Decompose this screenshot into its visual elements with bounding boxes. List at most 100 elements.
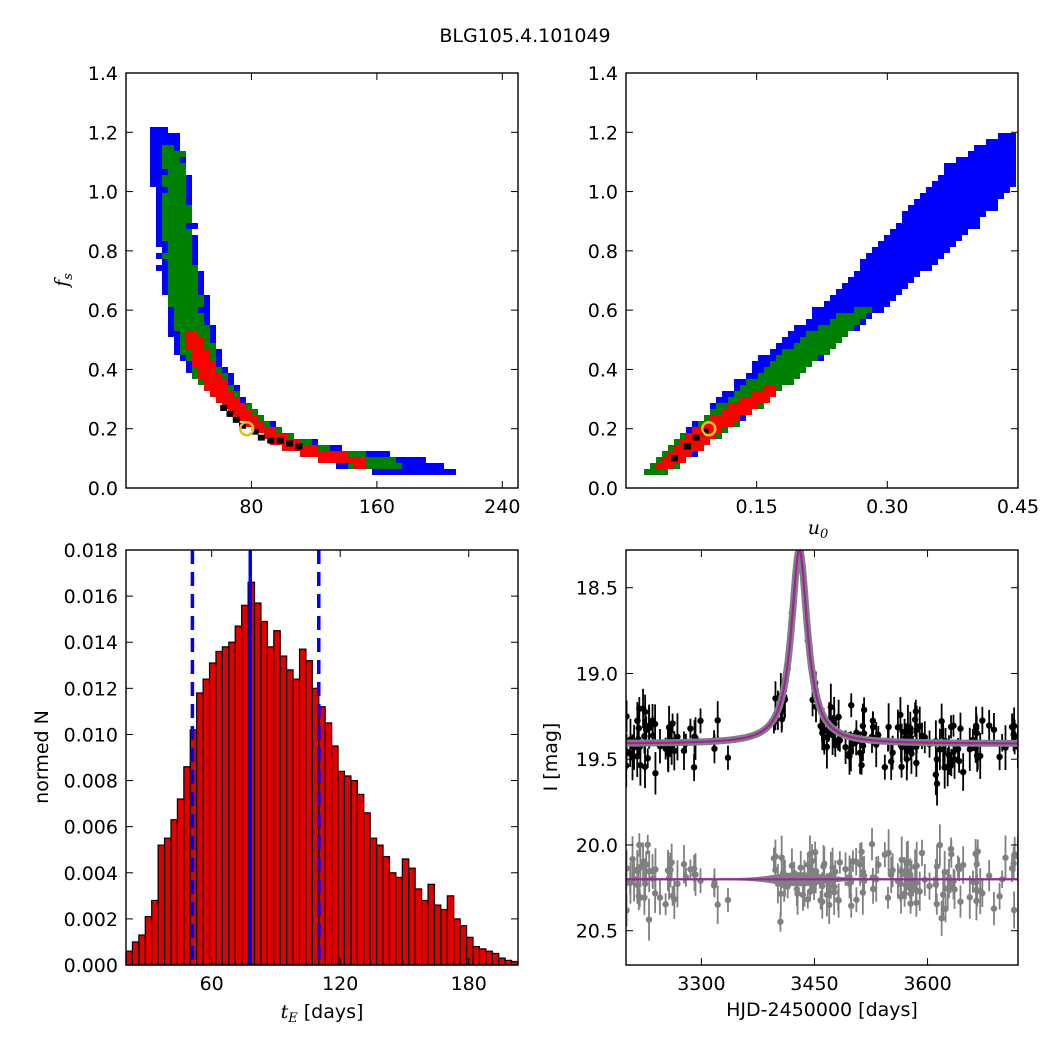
region-cell [162,145,168,151]
p1-ytick-label: 1.2 [88,122,118,144]
region-cell [956,223,962,229]
region-cell [854,301,860,307]
region-cell [216,391,222,397]
region-cell [926,193,932,199]
region-cell [324,457,330,463]
region-cell [896,265,902,271]
region-cell [956,229,962,235]
region-cell [192,271,198,277]
region-cell [662,463,668,469]
region-cell [830,313,836,319]
region-cell [752,367,758,373]
region-cell [174,307,180,313]
region-cell [926,253,932,259]
region-cell [1010,169,1016,175]
region-cell [884,253,890,259]
region-cell [162,193,168,199]
region-cell [204,331,210,337]
hist-bar [414,888,423,966]
region-cell [830,319,836,325]
region-cell [156,175,162,181]
hist-bar [125,950,134,966]
region-cell [210,367,216,373]
region-cell [168,151,174,157]
region-cell [192,223,198,229]
region-cell [336,451,342,457]
region-cell [168,181,174,187]
data-point [652,770,659,777]
region-cell [968,187,974,193]
region-cell [986,193,992,199]
region-cell [956,175,962,181]
hist-bar [433,904,442,966]
region-cell [950,211,956,217]
region-cell [216,355,222,361]
region-cell [992,181,998,187]
region-cell [854,307,860,313]
region-cell [944,211,950,217]
region-cell [788,367,794,373]
region-cell [180,253,186,259]
region-cell [830,331,836,337]
region-cell [420,457,426,463]
data-point [641,708,649,716]
region-cell [264,421,270,427]
region-cell [794,343,800,349]
region-cell [872,301,878,307]
region-cell [384,469,390,475]
region-cell [956,211,962,217]
residual-point [853,896,860,903]
region-cell [854,283,860,289]
region-cell [932,211,938,217]
region-cell [192,259,198,265]
hist-bar [241,604,249,966]
region-cell [884,235,890,241]
region-cell [776,343,782,349]
region-cell [222,379,228,385]
axes-frame [625,72,1019,489]
region-cell [150,169,156,175]
region-cell [788,337,794,343]
hist-bar [234,625,243,966]
data-point [911,716,919,723]
region-cell [650,463,656,469]
region-cell [968,211,974,217]
region-cell [372,463,378,469]
region-cell [186,181,192,187]
region-cell [884,259,890,265]
hist-bar [228,641,236,966]
region-cell [722,427,728,433]
region-cell [168,241,174,247]
region-cell [698,421,704,427]
region-cell [162,181,168,187]
residual-point [859,889,867,896]
region-cell [674,439,680,445]
region-cell [740,391,746,397]
region-cell [824,349,830,355]
region-cell [306,439,312,445]
region-cell [192,283,198,289]
region-cell [150,127,156,133]
region-cell [812,331,818,337]
region-cell [902,229,908,235]
region-cell [884,265,890,271]
region-cell [902,223,908,229]
region-cell [174,343,180,349]
region-cell [890,229,896,235]
region-cell [180,337,186,343]
p4-ylabel: I [mag] [540,723,562,792]
region-cell [150,175,156,181]
region-cell [770,379,776,385]
hist-bar [382,856,391,966]
p2-xtick-label: 0.30 [866,496,908,518]
region-cell [210,355,216,361]
region-cell [902,241,908,247]
region-cell [914,223,920,229]
region-cell [944,181,950,187]
region-cell [920,223,926,229]
region-cell [932,193,938,199]
region-cell [734,379,740,385]
region-cell [956,157,962,163]
region-cell [150,181,156,187]
region-cell [932,217,938,223]
